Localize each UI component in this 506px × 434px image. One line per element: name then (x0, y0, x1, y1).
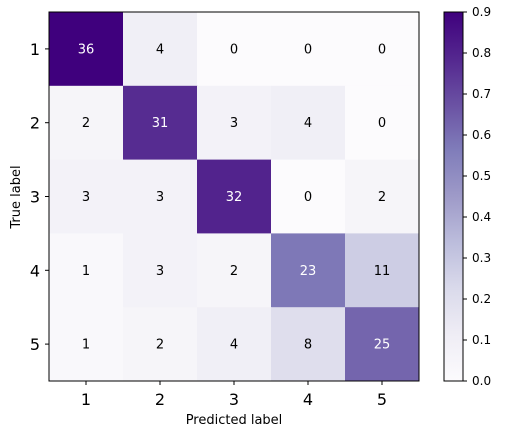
heatmap-cell (345, 307, 420, 382)
colorbar-tick-label: 0.8 (472, 46, 491, 60)
heatmap-cell (197, 307, 272, 382)
cell-value-label: 3 (82, 190, 90, 205)
heatmap-cell (123, 159, 198, 234)
heatmap-cell (49, 85, 124, 161)
y-tick-label: 4 (30, 261, 40, 280)
heatmap-cell (123, 12, 198, 87)
heatmap-cells: 36 4 0 0 02 31 3 4 03 3 32 0 21 3 2 23 111 2 4 8 25 (49, 12, 420, 382)
heatmap-cell (197, 233, 272, 308)
x-tick-label: 4 (303, 390, 313, 409)
x-axis-label: Predicted label (186, 413, 283, 428)
cell-value-label: 3 (230, 116, 238, 131)
heatmap-cell (49, 159, 124, 234)
cell-value-label: 3 (156, 264, 164, 279)
colorbar-tick-label: 0.2 (472, 292, 491, 306)
cell-value-label: 0 (230, 42, 238, 57)
cell-value-label: 2 (230, 264, 238, 279)
cell-value-label: 4 (304, 116, 312, 131)
x-tick-label: 1 (81, 390, 91, 409)
y-tick-label: 2 (30, 114, 40, 133)
cell-value-label: 11 (374, 264, 391, 279)
cell-value-label: 2 (156, 338, 164, 353)
colorbar-tick-label: 0.3 (472, 251, 491, 265)
x-tick-label: 3 (229, 390, 239, 409)
cell-value-label: 23 (300, 264, 317, 279)
cell-value-label: 4 (230, 338, 238, 353)
cell-value-label: 1 (82, 264, 90, 279)
cell-value-label: 1 (82, 338, 90, 353)
colorbar-tick-label: 0.1 (472, 333, 491, 347)
heatmap-cell (123, 233, 198, 308)
colorbar-ticks: 0.0 0.1 0.2 0.3 0.4 0.5 0.6 0.7 0.8 0.9 (463, 5, 491, 388)
heatmap-cell (345, 159, 420, 234)
y-axis-ticks: 1 2 3 4 5 (30, 40, 49, 354)
colorbar-tick-label: 0.7 (472, 87, 491, 101)
cell-value-label: 2 (378, 190, 386, 205)
heatmap-cell (123, 307, 198, 382)
heatmap-cell (345, 85, 420, 161)
heatmap-cell (271, 85, 346, 161)
cell-value-label: 32 (226, 190, 243, 205)
cell-value-label: 0 (304, 42, 312, 57)
cell-value-label: 2 (82, 116, 90, 131)
heatmap-cell (49, 307, 124, 382)
colorbar (443, 11, 464, 382)
y-tick-label: 1 (30, 40, 40, 59)
cell-value-label: 8 (304, 338, 312, 353)
x-tick-label: 2 (155, 390, 165, 409)
colorbar-tick-label: 0.9 (472, 5, 491, 19)
colorbar-tick-label: 0.4 (472, 210, 491, 224)
cell-value-label: 36 (78, 42, 95, 57)
heatmap-cell (345, 233, 420, 308)
y-axis-label: True label (9, 165, 24, 229)
cell-value-label: 0 (304, 190, 312, 205)
heatmap-cell (271, 307, 346, 382)
cell-value-label: 4 (156, 42, 164, 57)
heatmap-cell (49, 233, 124, 308)
colorbar-tick-label: 0.5 (472, 169, 491, 183)
cell-value-label: 0 (378, 116, 386, 131)
heatmap-cell (49, 12, 124, 87)
cell-value-label: 0 (378, 42, 386, 57)
heatmap-cell (197, 159, 272, 234)
heatmap-cell (197, 12, 272, 87)
colorbar-tick-label: 0.6 (472, 128, 491, 142)
heatmap-cell (345, 12, 420, 87)
heatmap-cell (271, 159, 346, 234)
cell-value-label: 3 (156, 190, 164, 205)
colorbar-tick-label: 0.0 (472, 374, 491, 388)
x-axis-ticks: 1 2 3 4 5 (81, 381, 387, 409)
heatmap-cell (123, 85, 198, 161)
cell-value-label: 31 (152, 116, 169, 131)
x-tick-label: 5 (377, 390, 387, 409)
heatmap-cell (197, 85, 272, 161)
heatmap-cell (271, 233, 346, 308)
y-tick-label: 5 (30, 335, 40, 354)
y-tick-label: 3 (30, 188, 40, 207)
cell-value-label: 25 (374, 338, 391, 353)
heatmap-cell (271, 12, 346, 87)
